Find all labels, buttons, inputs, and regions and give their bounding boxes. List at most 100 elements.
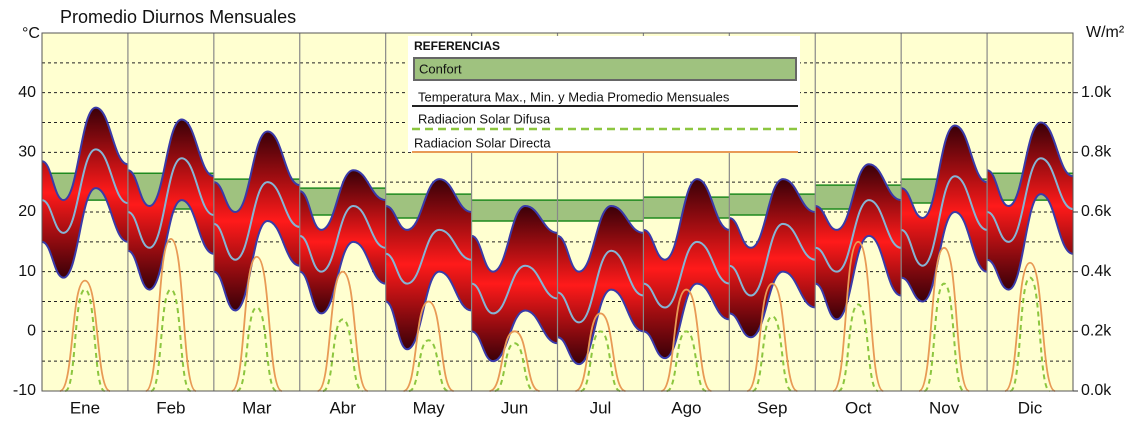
temperature-max bbox=[41, 106, 129, 202]
temperature-max bbox=[471, 205, 558, 273]
temperature-max bbox=[900, 124, 988, 219]
solar-direct bbox=[832, 240, 885, 392]
temperature-mean bbox=[127, 157, 215, 249]
temperature-envelope bbox=[987, 122, 1073, 290]
temperature-envelope bbox=[213, 131, 300, 311]
x-tick-label: Jun bbox=[501, 398, 528, 417]
temperature-min bbox=[385, 270, 472, 351]
temperature-min bbox=[729, 270, 816, 339]
legend-comfort: Confort bbox=[419, 61, 462, 76]
solar-diffuse bbox=[666, 330, 707, 392]
solar-direct bbox=[746, 282, 798, 392]
solar-direct bbox=[230, 255, 283, 392]
temperature-mean bbox=[213, 181, 301, 261]
temperature-max bbox=[299, 169, 386, 231]
temperature-max bbox=[643, 178, 730, 261]
solar-diffuse bbox=[837, 303, 879, 392]
y2-tick-label: 0.8k bbox=[1081, 144, 1112, 161]
solar-diffuse bbox=[923, 282, 965, 392]
x-tick-label: May bbox=[413, 398, 446, 417]
y-tick-label: 10 bbox=[18, 263, 36, 280]
solar-diffuse bbox=[236, 306, 278, 392]
temperature-min bbox=[643, 282, 730, 360]
temperature-mean bbox=[385, 228, 472, 285]
y2-tick-label: 0.0k bbox=[1081, 382, 1112, 399]
y-tick-label: 30 bbox=[18, 144, 36, 161]
temperature-max bbox=[385, 178, 472, 231]
x-tick-label: Dic bbox=[1018, 398, 1043, 417]
temperature-max bbox=[557, 205, 644, 273]
solar-diffuse bbox=[322, 318, 363, 392]
y2-tick-label: 0.2k bbox=[1081, 323, 1112, 340]
temperature-min bbox=[213, 219, 301, 312]
temperature-min bbox=[299, 240, 386, 315]
solar-diffuse bbox=[408, 339, 449, 392]
temperature-max bbox=[814, 163, 902, 231]
temperature-max bbox=[213, 130, 301, 214]
temperature-max bbox=[986, 121, 1074, 208]
y-tick-label: 20 bbox=[18, 203, 36, 220]
x-tick-label: Jul bbox=[590, 398, 612, 417]
temperature-envelope bbox=[557, 206, 644, 365]
solar-direct bbox=[144, 237, 197, 392]
solar-direct bbox=[403, 300, 455, 392]
x-tick-label: Ago bbox=[671, 398, 701, 417]
temperature-mean bbox=[900, 175, 988, 267]
temperature-envelope bbox=[643, 179, 730, 359]
chart-title: Promedio Diurnos Mensuales bbox=[60, 7, 296, 27]
y2-unit: W/m² bbox=[1086, 24, 1125, 41]
temperature-min bbox=[900, 210, 988, 303]
legend: REFERENCIAS Confort Temperatura Max., Mi… bbox=[408, 36, 800, 153]
temperature-mean bbox=[41, 148, 129, 234]
x-tick-label: Nov bbox=[929, 398, 960, 417]
temperature-min bbox=[127, 199, 215, 291]
temperature-max bbox=[127, 118, 215, 208]
solar-diffuse bbox=[494, 342, 535, 392]
temperature-mean bbox=[728, 222, 816, 297]
x-tick-label: Sep bbox=[757, 398, 787, 417]
solar-direct bbox=[575, 312, 626, 392]
temperature-envelope bbox=[385, 179, 472, 350]
temperature-min bbox=[986, 193, 1074, 291]
y-unit: °C bbox=[22, 25, 40, 42]
temperature-max bbox=[728, 178, 816, 249]
y-tick-label: -10 bbox=[13, 382, 36, 399]
legend-direct: Radiacion Solar Directa bbox=[414, 135, 551, 150]
legend-box bbox=[408, 36, 800, 152]
temperature-min bbox=[41, 187, 129, 279]
temperature-min bbox=[557, 288, 644, 366]
solar-diffuse bbox=[580, 330, 621, 392]
temperature-envelope bbox=[729, 179, 816, 338]
legend-diffuse: Radiacion Solar Difusa bbox=[418, 111, 551, 126]
solar-diffuse bbox=[1009, 276, 1051, 392]
temperature-mean bbox=[814, 199, 902, 273]
legend-temperature: Temperatura Max., Min. y Media Promedio … bbox=[418, 89, 730, 104]
temperature-mean bbox=[986, 157, 1074, 243]
x-tick-label: Abr bbox=[329, 398, 356, 417]
solar-diffuse bbox=[752, 315, 793, 392]
solar-direct bbox=[317, 270, 369, 392]
solar-direct bbox=[1004, 261, 1056, 392]
temperature-envelope bbox=[471, 206, 558, 362]
temperature-mean bbox=[557, 249, 644, 324]
x-tick-label: Mar bbox=[242, 398, 272, 417]
temperature-mean bbox=[299, 205, 386, 273]
temperature-envelope bbox=[299, 170, 386, 314]
y2-tick-label: 1.0k bbox=[1081, 84, 1112, 101]
temperature-mean bbox=[643, 240, 730, 309]
temperature-envelope bbox=[901, 125, 988, 302]
temperature-envelope bbox=[42, 107, 128, 278]
temperature-min bbox=[814, 234, 902, 321]
y2-tick-label: 0.6k bbox=[1081, 203, 1112, 220]
solar-direct bbox=[59, 279, 111, 392]
temperature-mean bbox=[471, 264, 558, 315]
y2-tick-label: 0.4k bbox=[1081, 263, 1112, 280]
legend-comfort-swatch bbox=[413, 57, 797, 81]
x-tick-label: Ene bbox=[70, 398, 100, 417]
x-tick-label: Feb bbox=[156, 398, 185, 417]
legend-title: REFERENCIAS bbox=[414, 39, 500, 53]
x-tick-label: Oct bbox=[845, 398, 872, 417]
solar-direct bbox=[489, 330, 540, 392]
solar-direct bbox=[918, 246, 971, 392]
